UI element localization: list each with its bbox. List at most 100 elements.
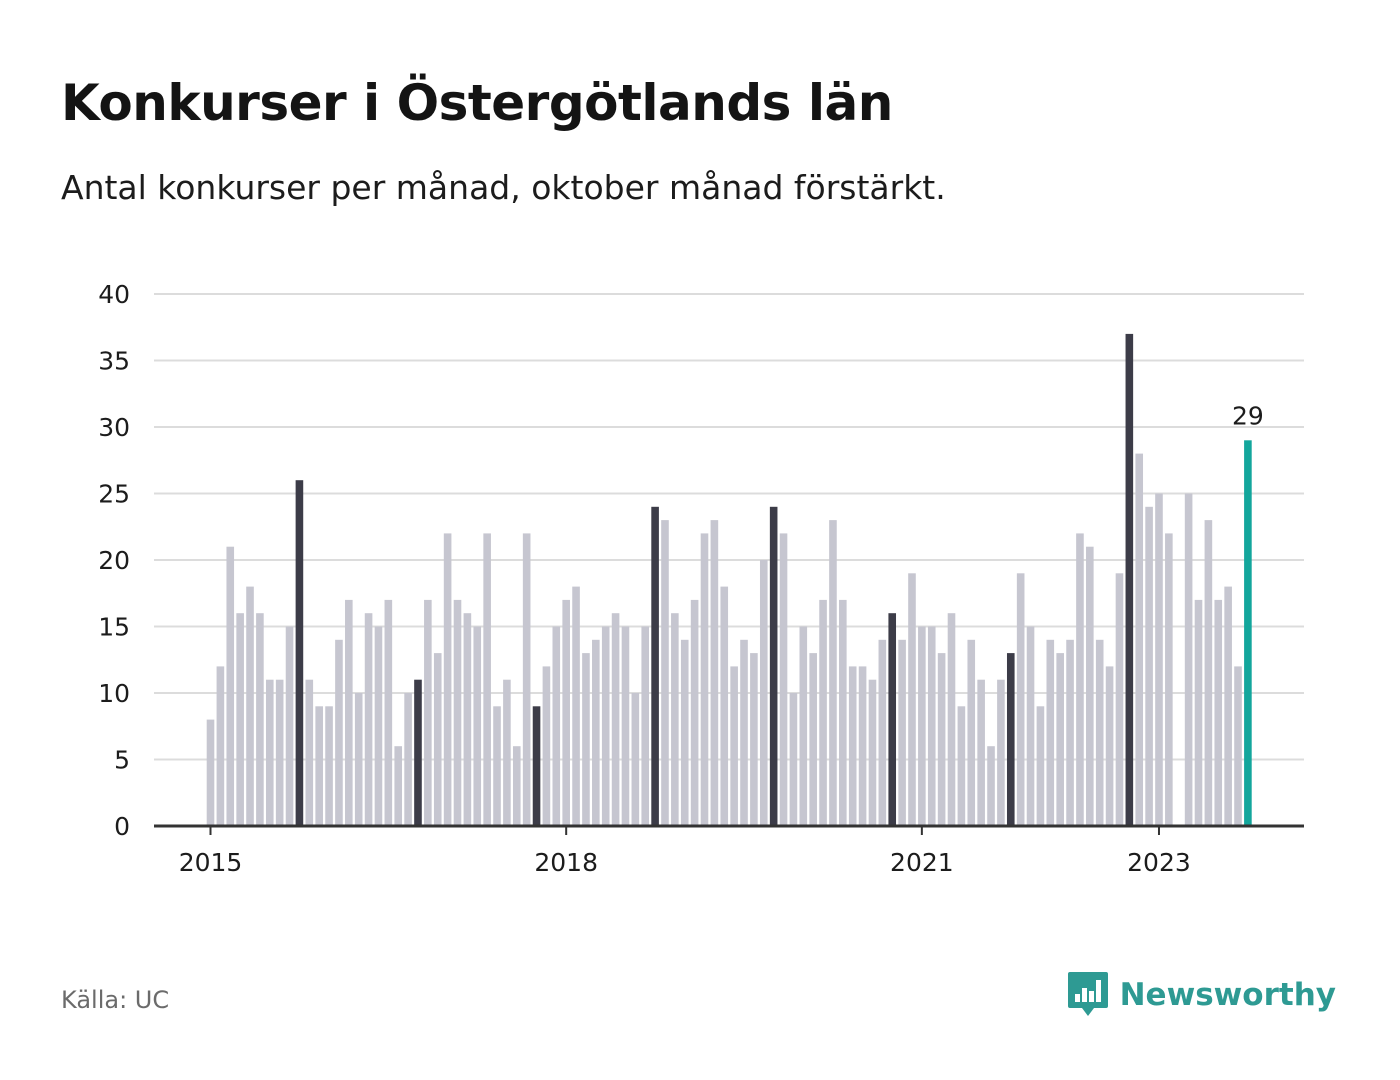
- bar-october: [1125, 333, 1134, 826]
- bar: [1165, 533, 1173, 826]
- bar: [592, 639, 600, 826]
- y-tick-label: 20: [98, 546, 130, 575]
- bar: [1046, 639, 1055, 826]
- bar: [404, 693, 412, 826]
- bar-october: [295, 480, 304, 826]
- bar: [1234, 666, 1242, 826]
- y-axis-ticks: 0 5 10 15 20 25 30 35 40: [98, 280, 130, 841]
- bar: [937, 653, 946, 826]
- bar: [552, 626, 561, 826]
- bar-october: [651, 506, 659, 826]
- bar: [1204, 520, 1213, 826]
- bar: [809, 653, 817, 826]
- y-tick-label: 40: [98, 280, 130, 309]
- bar: [987, 746, 995, 826]
- bar: [305, 679, 314, 826]
- bar: [374, 626, 383, 826]
- bar: [1076, 533, 1084, 826]
- source-note: Källa: UC: [61, 986, 170, 1014]
- y-tick-label: 30: [98, 413, 130, 442]
- bar: [1095, 639, 1104, 826]
- data-labels: 29: [1232, 401, 1264, 430]
- bar: [621, 626, 630, 826]
- bar: [720, 586, 729, 826]
- bar: [325, 706, 333, 826]
- bar: [226, 546, 235, 826]
- bars: [206, 333, 1252, 826]
- y-tick-label: 15: [98, 613, 130, 642]
- bar: [690, 599, 699, 826]
- bar: [522, 533, 531, 826]
- bar: [364, 613, 373, 826]
- bar-october: [414, 679, 422, 826]
- bar: [216, 666, 225, 826]
- bar: [1115, 573, 1124, 826]
- bar-october: [888, 613, 897, 826]
- bar: [898, 639, 906, 826]
- latest-value-label: 29: [1232, 401, 1264, 430]
- bar: [1135, 453, 1144, 826]
- bar: [512, 746, 521, 826]
- chart-title: Konkurser i Östergötlands län: [61, 74, 893, 132]
- bar: [878, 639, 887, 826]
- bar: [641, 626, 650, 826]
- bar: [858, 666, 867, 826]
- y-tick-label: 0: [114, 812, 130, 841]
- bar: [1214, 599, 1223, 826]
- brand-logo[interactable]: Newsworthy: [1066, 970, 1336, 1020]
- bar: [997, 679, 1005, 826]
- bar: [206, 719, 215, 826]
- bar-october: [1006, 653, 1015, 826]
- x-tick-label: 2015: [179, 848, 243, 877]
- x-axis: 2015 2018 2021 2023: [154, 824, 1304, 877]
- bar: [1016, 573, 1025, 826]
- y-tick-label: 35: [98, 347, 130, 376]
- bar: [1056, 653, 1064, 826]
- bar: [680, 639, 689, 826]
- bar: [927, 626, 936, 826]
- bar: [246, 586, 254, 826]
- bar: [671, 613, 679, 826]
- bar: [799, 626, 808, 826]
- bar: [285, 626, 294, 826]
- bar: [315, 706, 323, 826]
- bar: [1184, 493, 1193, 826]
- bar: [1194, 599, 1203, 826]
- bar: [433, 653, 442, 826]
- bar: [1086, 546, 1094, 826]
- bar: [947, 613, 956, 826]
- bar: [631, 693, 640, 826]
- bar: [1145, 506, 1153, 826]
- bar: [759, 560, 768, 826]
- bar: [483, 533, 491, 826]
- bar: [829, 520, 837, 826]
- bar: [868, 679, 877, 826]
- bar: [493, 706, 501, 826]
- bar: [730, 666, 738, 826]
- bar: [1066, 639, 1074, 826]
- bar: [918, 626, 926, 826]
- bar: [848, 666, 857, 826]
- x-tick-label: 2023: [1127, 848, 1191, 877]
- bar: [1026, 626, 1035, 826]
- bar: [503, 679, 511, 826]
- brand-name: Newsworthy: [1119, 977, 1336, 1013]
- gridlines: [154, 293, 1304, 761]
- bar: [265, 679, 274, 826]
- bar: [1224, 586, 1232, 826]
- y-tick-label: 5: [114, 746, 130, 775]
- bar: [354, 693, 363, 826]
- bar: [908, 573, 916, 826]
- bar: [345, 599, 353, 826]
- bar: [779, 533, 788, 826]
- x-tick-label: 2021: [890, 848, 954, 877]
- y-tick-label: 25: [98, 480, 130, 509]
- bar: [473, 626, 482, 826]
- bar: [967, 639, 976, 826]
- bar: [542, 666, 551, 826]
- bar: [572, 586, 580, 826]
- bar: [1036, 706, 1045, 826]
- chart-subtitle: Antal konkurser per månad, oktober månad…: [61, 168, 946, 207]
- bar: [275, 679, 284, 826]
